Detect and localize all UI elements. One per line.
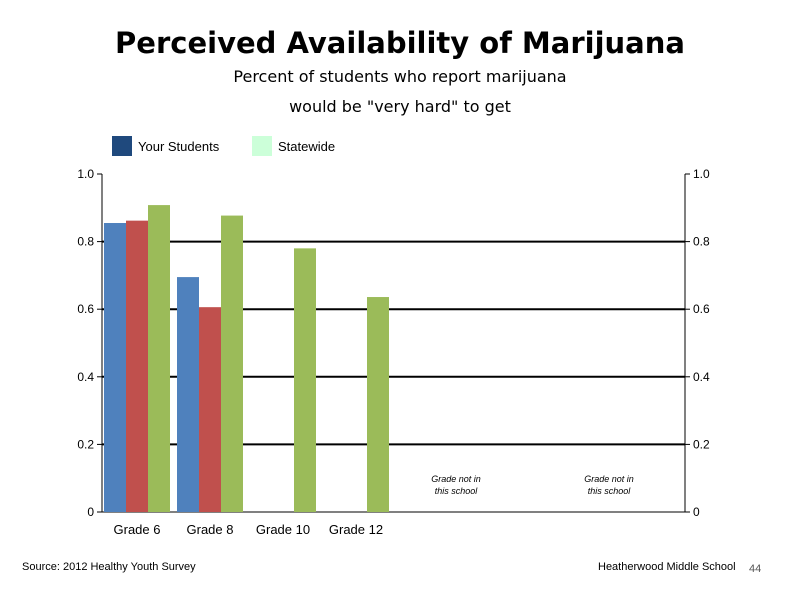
y-tick-label-left: 1.0 bbox=[77, 167, 94, 181]
annotation-text: Grade not in bbox=[584, 474, 634, 484]
annotation-text: Grade not in bbox=[431, 474, 481, 484]
annotation-text: this school bbox=[588, 486, 632, 496]
y-tick-label-left: 0.2 bbox=[77, 437, 94, 451]
legend-item-your-students: Your Students bbox=[112, 136, 219, 156]
x-tick-label: Grade 8 bbox=[187, 522, 234, 537]
bar bbox=[221, 215, 243, 512]
school-name: Heatherwood Middle School bbox=[598, 561, 736, 573]
y-tick-label-right: 0.4 bbox=[693, 370, 710, 384]
legend-label-your-students: Your Students bbox=[138, 138, 220, 154]
annotation-text: this school bbox=[435, 486, 479, 496]
y-tick-label-right: 1.0 bbox=[693, 167, 710, 181]
legend-swatch-statewide bbox=[252, 136, 272, 156]
y-tick-label-left: 0.4 bbox=[77, 370, 94, 384]
legend-swatch-your-students bbox=[112, 136, 132, 156]
bar bbox=[367, 297, 389, 512]
bar bbox=[177, 277, 199, 512]
bar bbox=[148, 205, 170, 512]
y-tick-label-left: 0.6 bbox=[77, 302, 94, 316]
x-tick-label: Grade 10 bbox=[256, 522, 310, 537]
y-tick-label-right: 0 bbox=[693, 505, 700, 519]
y-tick-label-left: 0.8 bbox=[77, 235, 94, 249]
bar bbox=[199, 307, 221, 512]
legend-item-statewide: Statewide bbox=[252, 136, 335, 156]
bar bbox=[294, 248, 316, 513]
x-tick-label: Grade 6 bbox=[114, 522, 161, 537]
y-tick-label-right: 0.6 bbox=[693, 302, 710, 316]
page-number: 44 bbox=[749, 563, 762, 575]
chart-title: Perceived Availability of Marijuana bbox=[115, 26, 685, 60]
y-tick-label-left: 0 bbox=[87, 505, 94, 519]
x-tick-label: Grade 12 bbox=[329, 522, 383, 537]
bar bbox=[104, 223, 126, 512]
legend-label-statewide: Statewide bbox=[278, 138, 336, 154]
y-tick-label-right: 0.8 bbox=[693, 235, 710, 249]
y-tick-label-right: 0.2 bbox=[693, 437, 710, 451]
chart-subtitle-line-1: Percent of students who report marijuana bbox=[233, 67, 567, 86]
chart-subtitle-line-2: would be "very hard" to get bbox=[289, 97, 511, 116]
bar bbox=[126, 220, 148, 513]
source-note: Source: 2012 Healthy Youth Survey bbox=[22, 561, 196, 573]
